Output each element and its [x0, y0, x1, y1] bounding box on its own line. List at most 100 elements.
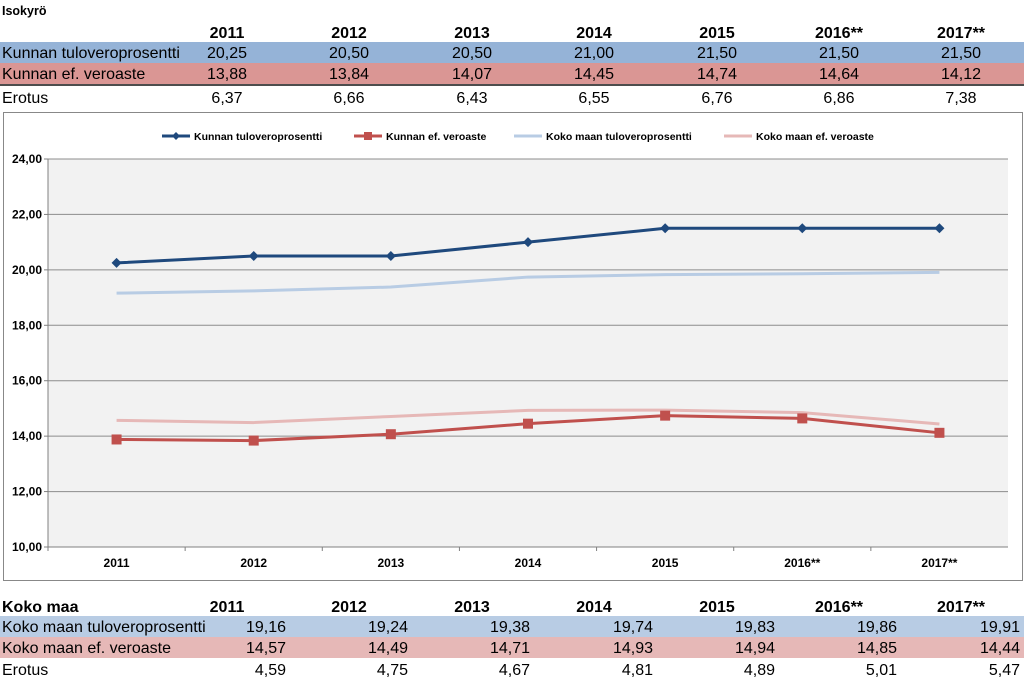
x-tick-label: 2014	[515, 556, 542, 570]
year-header: 2011	[209, 25, 245, 42]
table-row: Kunnan ef. veroaste 13,88 13,84 14,07 14…	[0, 63, 1024, 86]
y-tick-label: 18,00	[12, 318, 42, 332]
year-header: 2017**	[936, 599, 986, 616]
chart-svg: 10,00 12,00 14,00 16,00 18,00 20,00 22,00 24,00…	[12, 131, 1008, 570]
table-cell: 21,50	[818, 45, 860, 62]
table-cell: 4,59	[254, 662, 286, 679]
legend-marker	[364, 132, 372, 140]
table-cell: 14,12	[940, 66, 982, 83]
year-header: 2014	[576, 599, 612, 616]
table-cell: 21,50	[940, 45, 982, 62]
table-cell: 19,83	[734, 619, 775, 636]
data-point	[111, 434, 122, 445]
row-label: Kunnan ef. veroaste	[2, 66, 146, 83]
year-header: 2016**	[814, 599, 864, 616]
data-point	[523, 237, 533, 248]
table-cell: 6,86	[823, 90, 855, 107]
table-cell: 21,50	[696, 45, 738, 62]
y-tick-label: 12,00	[12, 485, 42, 499]
y-tick-label: 10,00	[12, 540, 42, 554]
data-point	[523, 418, 533, 429]
data-point	[248, 251, 259, 261]
data-point	[934, 427, 945, 438]
table-cell: 4,67	[498, 662, 530, 679]
year-header: 2013	[454, 25, 490, 42]
table-cell: 19,91	[979, 619, 1020, 636]
table-cell: 6,43	[456, 90, 488, 107]
table-cell: 14,85	[856, 640, 897, 657]
legend-label: Kunnan ef. veroaste	[386, 131, 487, 143]
table-row: Koko maan tuloveroprosentti 19,16 19,24 …	[0, 616, 1024, 637]
plot-area	[48, 159, 1008, 547]
table-cell: 19,24	[367, 619, 408, 636]
table-row: Erotus 4,59 4,75 4,67 4,81 4,89 5,01 5,4…	[0, 659, 1024, 680]
y-tick-label: 22,00	[12, 207, 42, 221]
y-tick-label: 20,00	[12, 263, 42, 277]
x-tick-label: 2015	[652, 556, 679, 570]
year-header: 2011	[209, 599, 245, 616]
table-cell: 14,93	[612, 640, 653, 657]
table-cell: 19,86	[856, 619, 897, 636]
table-cell: 13,88	[206, 66, 248, 83]
data-point	[385, 251, 396, 261]
data-point	[660, 223, 671, 234]
table-cell: 14,45	[573, 66, 615, 83]
row-label: Koko maan tuloveroprosentti	[2, 619, 206, 636]
legend-label: Koko maan ef. veroaste	[756, 131, 874, 143]
row-label: Koko maan ef. veroaste	[2, 640, 171, 657]
year-header: 2013	[454, 599, 490, 616]
table-cell: 20,25	[206, 45, 248, 62]
table-cell: 14,71	[489, 640, 530, 657]
y-tick-label: 16,00	[12, 374, 42, 388]
year-header: 2014	[576, 25, 612, 42]
data-point	[797, 413, 808, 424]
y-tick-label: 14,00	[12, 429, 42, 443]
data-point	[660, 410, 671, 421]
table-cell: 14,07	[451, 66, 493, 83]
year-header: 2012	[331, 25, 367, 42]
bottom-table-title: Koko maa	[2, 599, 79, 616]
table-cell: 19,38	[489, 619, 530, 636]
bottom-table-header: Koko maa 2011 2012 2013 2014 2015 2016**…	[0, 596, 1024, 617]
year-header: 2015	[699, 599, 735, 616]
table-cell: 14,57	[245, 640, 286, 657]
x-tick-label: 2011	[104, 556, 130, 570]
series-line	[116, 270, 940, 295]
data-point	[385, 429, 396, 440]
table-cell: 14,64	[818, 66, 860, 83]
table-cell: 6,37	[211, 90, 243, 107]
table-row: Kunnan tuloveroprosentti 20,25 20,50 20,…	[0, 42, 1024, 63]
table-cell: 4,89	[743, 662, 775, 679]
table-cell: 4,81	[621, 662, 653, 679]
table-cell: 5,01	[865, 662, 897, 679]
data-point	[934, 223, 945, 234]
legend-label: Kunnan tuloveroprosentti	[194, 131, 322, 143]
line-chart: 10,00 12,00 14,00 16,00 18,00 20,00 22,00 24,00…	[3, 112, 1023, 581]
row-label: Erotus	[2, 90, 49, 107]
legend-marker	[172, 132, 180, 140]
table-cell: 14,49	[367, 640, 408, 657]
data-point	[248, 435, 259, 446]
x-tick-label: 2016**	[784, 556, 820, 570]
year-header: 2017**	[936, 25, 986, 42]
x-tick-label: 2012	[240, 556, 267, 570]
row-label: Erotus	[2, 662, 49, 679]
table-cell: 6,55	[578, 90, 610, 107]
series-line	[116, 408, 940, 426]
table-cell: 4,75	[376, 662, 408, 679]
table-cell: 14,74	[696, 66, 738, 83]
table-row: Koko maan ef. veroaste 14,57 14,49 14,71…	[0, 637, 1024, 658]
table-row: Erotus 6,37 6,66 6,43 6,55 6,76 6,86 7,3…	[0, 87, 1024, 108]
table-cell: 6,66	[333, 90, 365, 107]
table-cell: 13,84	[328, 66, 370, 83]
row-label: Kunnan tuloveroprosentti	[2, 45, 180, 62]
top-table-title: Isokyrö	[2, 4, 47, 18]
data-point	[111, 257, 122, 268]
data-point	[797, 223, 808, 234]
table-cell: 20,50	[451, 45, 493, 62]
x-tick-label: 2017**	[921, 556, 957, 570]
table-cell: 5,47	[988, 662, 1020, 679]
top-table-header: 2011 2012 2013 2014 2015 2016** 2017**	[0, 22, 1024, 43]
table-cell: 19,74	[612, 619, 653, 636]
table-cell: 21,00	[573, 45, 615, 62]
